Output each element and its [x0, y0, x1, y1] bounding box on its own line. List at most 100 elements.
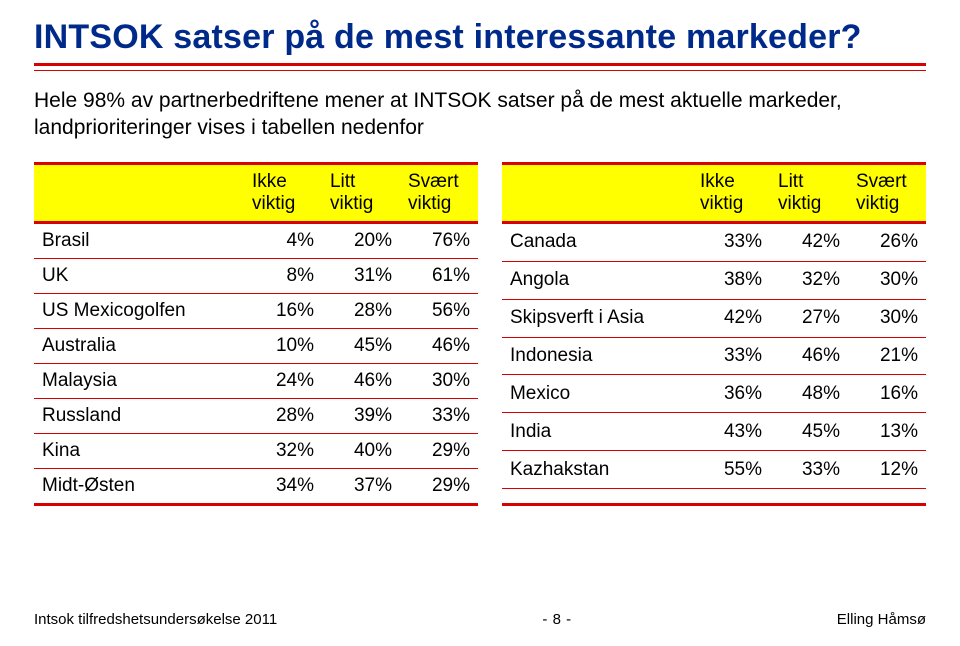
table-row: India43%45%13%	[502, 413, 926, 451]
row-value: 39%	[322, 398, 400, 433]
table-right-body: Canada33%42%26%Angola38%32%30%Skipsverft…	[502, 222, 926, 504]
table-row	[502, 489, 926, 504]
table-header-litt: Littviktig	[770, 163, 848, 222]
row-value: 30%	[400, 363, 478, 398]
row-value: 46%	[770, 337, 848, 375]
row-value: 24%	[244, 363, 322, 398]
row-value: 29%	[400, 433, 478, 468]
row-label: Angola	[502, 261, 692, 299]
row-value: 36%	[692, 375, 770, 413]
row-value: 40%	[322, 433, 400, 468]
row-value: 48%	[770, 375, 848, 413]
footer-left: Intsok tilfredshetsundersøkelse 2011	[34, 611, 277, 628]
row-value: 12%	[848, 451, 926, 489]
table-row: Kina32%40%29%	[34, 433, 478, 468]
row-value: 28%	[322, 293, 400, 328]
row-value: 34%	[244, 468, 322, 504]
table-row: Angola38%32%30%	[502, 261, 926, 299]
row-value: 45%	[770, 413, 848, 451]
row-label: US Mexicogolfen	[34, 293, 244, 328]
footer-right: Elling Håmsø	[837, 611, 926, 628]
row-label: India	[502, 413, 692, 451]
row-label: Skipsverft i Asia	[502, 299, 692, 337]
row-value: 55%	[692, 451, 770, 489]
row-value: 13%	[848, 413, 926, 451]
row-label: Midt-Østen	[34, 468, 244, 504]
table-row: Canada33%42%26%	[502, 222, 926, 261]
row-value: 30%	[848, 299, 926, 337]
row-value: 56%	[400, 293, 478, 328]
row-value: 30%	[848, 261, 926, 299]
row-value: 43%	[692, 413, 770, 451]
table-row: Skipsverft i Asia42%27%30%	[502, 299, 926, 337]
row-value: 42%	[770, 222, 848, 261]
table-header-litt: Littviktig	[322, 163, 400, 222]
row-value: 33%	[692, 222, 770, 261]
row-label: UK	[34, 258, 244, 293]
table-header-row: Ikkeviktig Littviktig Sværtviktig	[34, 163, 478, 222]
footer-page-number: - 8 -	[542, 611, 571, 628]
row-value: 32%	[770, 261, 848, 299]
row-value: 45%	[322, 328, 400, 363]
table-row: Mexico36%48%16%	[502, 375, 926, 413]
row-value: 16%	[848, 375, 926, 413]
table-row: Australia10%45%46%	[34, 328, 478, 363]
row-value: 46%	[400, 328, 478, 363]
row-value: 21%	[848, 337, 926, 375]
row-value: 29%	[400, 468, 478, 504]
table-left-body: Brasil4%20%76%UK8%31%61%US Mexicogolfen1…	[34, 222, 478, 504]
row-label	[502, 489, 692, 504]
row-value	[848, 489, 926, 504]
slide: INTSOK satser på de mest interessante ma…	[0, 0, 960, 646]
table-row: Brasil4%20%76%	[34, 222, 478, 258]
row-value	[692, 489, 770, 504]
table-header-ikke: Ikkeviktig	[244, 163, 322, 222]
row-value: 26%	[848, 222, 926, 261]
table-header-row: Ikkeviktig Littviktig Sværtviktig	[502, 163, 926, 222]
row-label: Kina	[34, 433, 244, 468]
table-row: UK8%31%61%	[34, 258, 478, 293]
table-row: Kazhakstan55%33%12%	[502, 451, 926, 489]
table-left: Ikkeviktig Littviktig Sværtviktig Brasil…	[34, 162, 478, 506]
table-row: Russland28%39%33%	[34, 398, 478, 433]
row-value: 31%	[322, 258, 400, 293]
row-label: Indonesia	[502, 337, 692, 375]
row-value: 76%	[400, 222, 478, 258]
row-value: 38%	[692, 261, 770, 299]
row-label: Kazhakstan	[502, 451, 692, 489]
row-value: 10%	[244, 328, 322, 363]
table-right: Ikkeviktig Littviktig Sværtviktig Canada…	[502, 162, 926, 506]
table-row: US Mexicogolfen16%28%56%	[34, 293, 478, 328]
row-value: 28%	[244, 398, 322, 433]
row-label: Mexico	[502, 375, 692, 413]
table-row: Midt-Østen34%37%29%	[34, 468, 478, 504]
row-label: Australia	[34, 328, 244, 363]
table-header-ikke: Ikkeviktig	[692, 163, 770, 222]
row-value: 61%	[400, 258, 478, 293]
row-value: 16%	[244, 293, 322, 328]
tables-container: Ikkeviktig Littviktig Sværtviktig Brasil…	[34, 162, 926, 506]
footer: Intsok tilfredshetsundersøkelse 2011 - 8…	[34, 611, 926, 628]
row-value: 32%	[244, 433, 322, 468]
subtitle: Hele 98% av partnerbedriftene mener at I…	[34, 87, 926, 142]
row-value: 33%	[692, 337, 770, 375]
row-label: Canada	[502, 222, 692, 261]
row-value: 42%	[692, 299, 770, 337]
row-value: 8%	[244, 258, 322, 293]
row-value: 4%	[244, 222, 322, 258]
row-value	[770, 489, 848, 504]
table-header-svaert: Sværtviktig	[400, 163, 478, 222]
table-header-svaert: Sværtviktig	[848, 163, 926, 222]
table-header-empty	[34, 163, 244, 222]
title-underline	[34, 63, 926, 73]
row-value: 46%	[322, 363, 400, 398]
page-title: INTSOK satser på de mest interessante ma…	[34, 18, 926, 57]
row-label: Malaysia	[34, 363, 244, 398]
row-value: 33%	[770, 451, 848, 489]
row-label: Russland	[34, 398, 244, 433]
row-label: Brasil	[34, 222, 244, 258]
row-value: 33%	[400, 398, 478, 433]
table-header-empty	[502, 163, 692, 222]
row-value: 27%	[770, 299, 848, 337]
row-value: 37%	[322, 468, 400, 504]
